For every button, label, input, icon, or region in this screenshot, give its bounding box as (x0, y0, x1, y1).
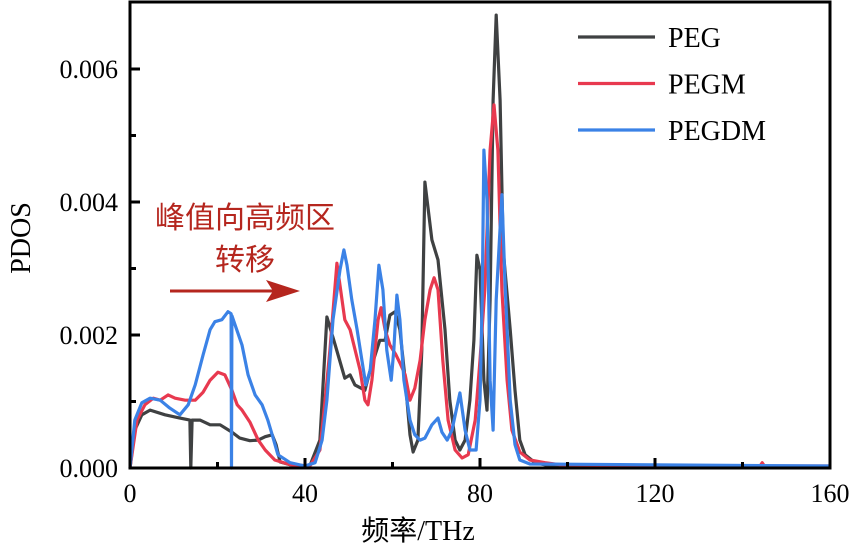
series-line-pegm (128, 103, 830, 469)
y-tick-label: 0.006 (60, 55, 119, 84)
legend: PEG PEGM PEGDM (578, 23, 766, 147)
y-tick-label: 0.000 (60, 454, 119, 483)
series-layer (128, 13, 831, 470)
annotation-line-2: 转移 (215, 244, 275, 277)
x-axis-label: 频率/THz (361, 515, 475, 547)
legend-label-pegdm: PEGDM (668, 116, 766, 147)
y-tick-label: 0.004 (60, 188, 119, 217)
arrow-right-icon (266, 280, 300, 302)
legend-label-peg: PEG (668, 23, 721, 54)
x-tick-label: 40 (292, 479, 318, 508)
y-tick-label: 0.002 (60, 321, 119, 350)
annotation: 峰值向高频区 转移 (155, 202, 335, 302)
series-line-peg (128, 13, 831, 470)
x-tick-label: 0 (124, 479, 137, 508)
ticks-layer: 0 40 80 120 160 0.000 0.002 0.004 0.006 (60, 55, 850, 508)
annotation-line-1: 峰值向高频区 (155, 202, 335, 235)
y-axis-label: PDOS (6, 202, 37, 274)
legend-label-pegm: PEGM (668, 70, 746, 101)
x-tick-label: 120 (636, 479, 675, 508)
series-line-pegdm (128, 148, 831, 470)
x-tick-label: 80 (467, 479, 493, 508)
x-tick-label: 160 (811, 479, 850, 508)
